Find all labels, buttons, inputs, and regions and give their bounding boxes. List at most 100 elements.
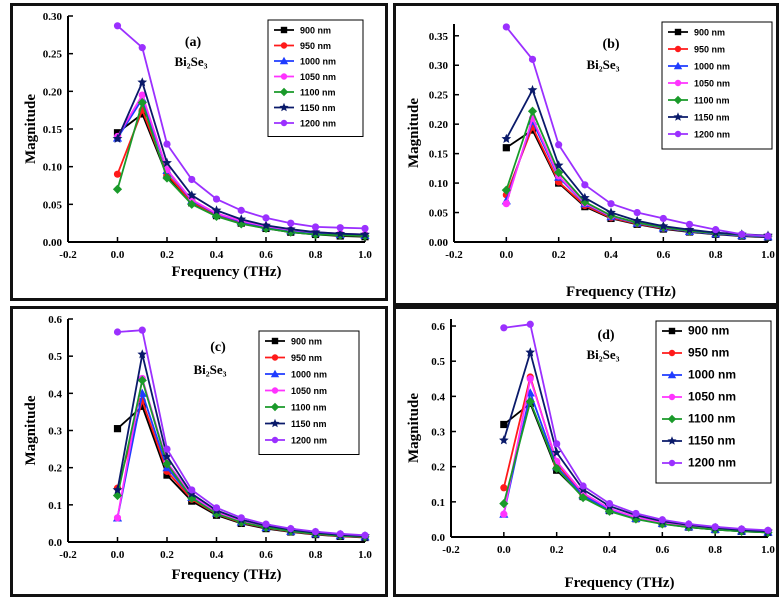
data-point: [113, 129, 122, 137]
legend-box: [655, 320, 772, 484]
chart-panel-a: -0.2 0.0 0.2 0.4 0.6 0.8 1.0 0.00 0.05 0.10 0.15 0.…: [10, 3, 388, 301]
data-point: [311, 527, 320, 536]
y-tick-label: 0.15: [429, 149, 449, 161]
legend-marker: [280, 73, 288, 80]
data-point: [607, 200, 615, 208]
y-axis-label: Magnitude: [406, 393, 422, 463]
y-tick-label: 0.1: [48, 500, 62, 512]
legend: 900 nm 950 nm 1000 nm 1050 nm 1100 nm 1150 nm…: [267, 19, 364, 137]
legend-marker: [674, 28, 682, 36]
legend-marker: [271, 354, 279, 361]
data-point: [138, 44, 146, 52]
data-point: [553, 440, 561, 448]
legend-marker: [271, 387, 279, 394]
legend-marker: [674, 45, 682, 53]
y-tick-label: 0.0: [431, 532, 445, 544]
data-point: [137, 98, 147, 108]
x-tick-label: 0.6: [656, 249, 670, 261]
legend-entry: 1200 nm: [291, 436, 327, 446]
data-point: [237, 514, 245, 522]
y-tick-label: 0.30: [429, 60, 449, 72]
data-point: [311, 223, 320, 231]
data-point: [552, 463, 562, 474]
data-point: [187, 199, 197, 209]
series-1200-nm: [502, 23, 772, 240]
data-point: [526, 375, 534, 383]
data-point: [138, 402, 146, 410]
series-1200-nm: [113, 326, 369, 539]
data-point: [555, 141, 563, 149]
panel-label: (a): [185, 35, 202, 50]
x-tick-label: 0.8: [709, 249, 723, 261]
legend-marker: [668, 327, 676, 335]
data-point: [113, 425, 122, 433]
legend-entry: 1150 nm: [291, 419, 327, 429]
x-tick-label: 0.0: [497, 544, 511, 556]
data-point: [527, 84, 538, 95]
legend-entry: 1000 nm: [300, 57, 336, 67]
data-point: [163, 140, 171, 148]
x-tick-label: 0.6: [259, 249, 273, 261]
legend-entry: 1000 nm: [688, 368, 736, 382]
legend: 900 nm 950 nm 1000 nm 1050 nm 1100 nm 1150 nm…: [661, 21, 773, 150]
data-point: [553, 160, 564, 170]
legend-marker: [667, 436, 677, 445]
y-tick-label: 0.35: [429, 31, 449, 43]
y-tick-label: 0.25: [43, 49, 63, 61]
data-point: [113, 170, 122, 178]
y-tick-label: 0.3: [48, 426, 62, 438]
legend-entry: 950 nm: [300, 41, 331, 51]
x-tick-label: 0.2: [550, 544, 564, 556]
chart-panel-d: -0.2 0.0 0.2 0.4 0.6 0.8 1.0 0.0 0.1 0.2 0.3 0.4 0.5…: [393, 306, 779, 597]
legend-marker: [668, 349, 676, 357]
data-point: [525, 347, 536, 357]
data-point: [711, 523, 719, 531]
data-point: [502, 23, 510, 31]
x-tick-label: 0.0: [111, 549, 125, 561]
legend: 900 nm 950 nm 1000 nm 1050 nm 1100 nm 1150 nm…: [655, 320, 772, 484]
y-tick-label: 0.2: [48, 463, 62, 475]
data-point: [606, 207, 616, 217]
y-tick-label: 0.00: [43, 237, 63, 249]
data-point: [500, 484, 508, 492]
legend-entry: 1050 nm: [694, 79, 730, 89]
y-tick-label: 0.10: [43, 162, 63, 174]
data-point: [137, 77, 148, 87]
legend-entry: 950 nm: [291, 353, 322, 363]
legend-entry: 900 nm: [300, 26, 331, 36]
data-point: [212, 504, 221, 512]
legend-marker: [668, 459, 676, 467]
data-point: [360, 229, 370, 239]
legend-marker: [270, 369, 280, 378]
data-point: [764, 232, 772, 240]
x-tick-label: 0.0: [111, 249, 125, 261]
data-point: [526, 320, 534, 328]
x-tick-label: 0.6: [655, 544, 669, 556]
data-point: [212, 195, 221, 203]
x-tick-label: -0.2: [59, 249, 77, 261]
data-point: [162, 451, 172, 461]
x-tick-label: -0.2: [442, 544, 460, 556]
data-point: [527, 106, 538, 116]
x-tick-label: 0.0: [499, 249, 513, 261]
data-point: [336, 224, 344, 232]
data-point: [162, 459, 172, 469]
x-tick-label: 0.4: [604, 249, 618, 261]
x-axis-label: Frequency (THz): [171, 264, 281, 280]
legend-entry: 900 nm: [291, 337, 322, 347]
legend-marker: [280, 26, 288, 34]
data-point: [658, 516, 666, 524]
y-tick-label: 0.6: [431, 321, 445, 333]
panel-label: (b): [602, 37, 619, 52]
data-point: [112, 484, 123, 495]
data-point: [262, 520, 270, 528]
data-point: [138, 326, 146, 334]
legend-marker: [279, 102, 289, 112]
y-tick-label: 0.4: [48, 388, 62, 400]
legend-marker: [279, 56, 289, 65]
data-point: [502, 144, 510, 152]
legend-marker: [673, 61, 683, 70]
data-point: [500, 420, 508, 429]
legend-entry: 950 nm: [688, 346, 729, 360]
legend-marker: [673, 95, 683, 105]
